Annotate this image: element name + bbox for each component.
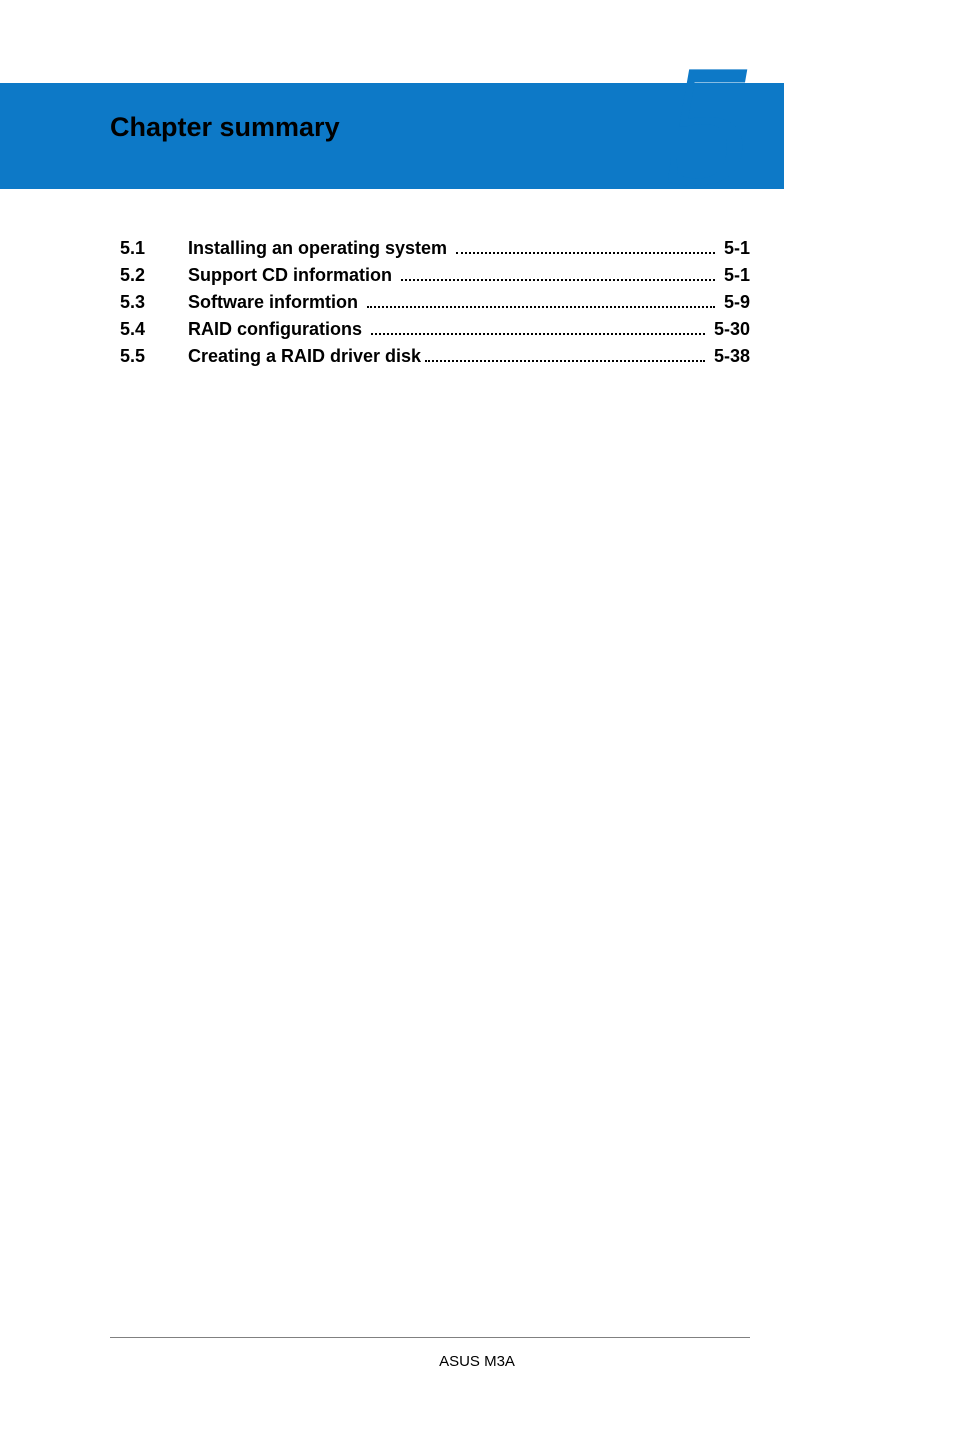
- toc-title: Support CD information: [188, 265, 392, 286]
- toc-dots: [425, 360, 705, 362]
- toc-num: 5.3: [120, 292, 188, 313]
- toc-row: 5.2 Support CD information 5-1: [120, 265, 750, 286]
- toc-space: [362, 319, 367, 340]
- toc-dots: [456, 252, 715, 254]
- chapter-title: Chapter summary: [110, 112, 340, 143]
- footer-text: ASUS M3A: [0, 1353, 954, 1370]
- toc-page: 5-1: [724, 238, 750, 259]
- toc-page: 5-1: [724, 265, 750, 286]
- toc-space: [392, 265, 397, 286]
- toc-title: Software informtion: [188, 292, 358, 313]
- toc-num: 5.4: [120, 319, 188, 340]
- toc-page: 5-9: [724, 292, 750, 313]
- toc-num: 5.1: [120, 238, 188, 259]
- chapter-number: 5: [665, 38, 753, 213]
- toc-dots: [367, 306, 715, 308]
- toc-space: [447, 238, 452, 259]
- toc-num: 5.2: [120, 265, 188, 286]
- toc-num: 5.5: [120, 346, 188, 367]
- toc-title: Creating a RAID driver disk: [188, 346, 421, 367]
- toc-dots: [401, 279, 715, 281]
- toc-title: Installing an operating system: [188, 238, 447, 259]
- toc-container: 5.1 Installing an operating system 5-1 5…: [120, 238, 750, 373]
- toc-row: 5.5 Creating a RAID driver disk 5-38: [120, 346, 750, 367]
- toc-row: 5.3 Software informtion 5-9: [120, 292, 750, 313]
- toc-dots: [371, 333, 705, 335]
- toc-row: 5.4 RAID configurations 5-30: [120, 319, 750, 340]
- footer-line: [110, 1337, 750, 1338]
- toc-page: 5-30: [714, 319, 750, 340]
- toc-space: [358, 292, 363, 313]
- toc-title: RAID configurations: [188, 319, 362, 340]
- toc-row: 5.1 Installing an operating system 5-1: [120, 238, 750, 259]
- toc-page: 5-38: [714, 346, 750, 367]
